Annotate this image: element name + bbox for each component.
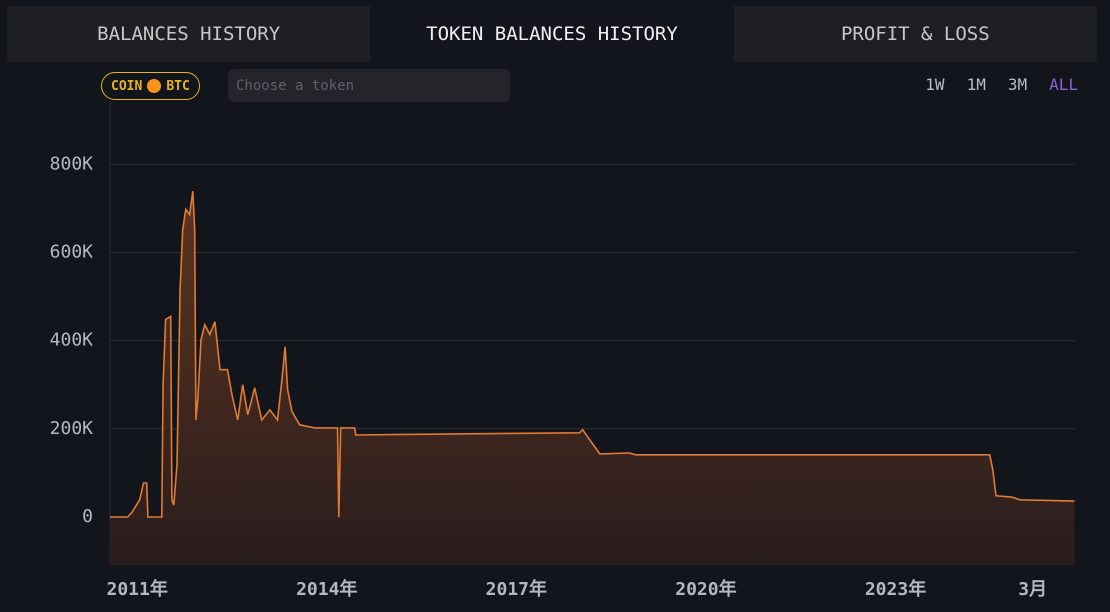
badge-coin: BTC	[166, 78, 190, 94]
placeholder: Choose a token	[236, 77, 355, 94]
tab[interactable]: PROFIT & LOSS	[733, 6, 1097, 62]
y-tick-label: 800K	[50, 153, 94, 174]
coin-badge[interactable]: COIN BTC	[101, 72, 200, 100]
line	[110, 191, 1075, 518]
y-tick-label: 400K	[50, 330, 94, 351]
badge-label: COIN	[111, 78, 143, 94]
range-buttons: 1W 1M 3M ALL	[925, 75, 1078, 94]
tab[interactable]: BALANCES HISTORY	[7, 6, 371, 62]
tab-bar: BALANCES HISTORY TOKEN BALANCES HISTORY …	[7, 6, 1097, 62]
x-tick-label: 3月	[1018, 579, 1047, 600]
range-button[interactable]: 3M	[1007, 75, 1028, 94]
range-button[interactable]: 1M	[966, 75, 986, 94]
coin-icon	[147, 79, 162, 93]
x-tick-label: 2011年	[106, 578, 167, 600]
range-button[interactable]: 1W	[925, 75, 945, 94]
y-tick-label: 0	[82, 506, 93, 527]
y-tick-label: 200K	[50, 418, 94, 439]
x-tick-label: 2023年	[865, 578, 926, 600]
area	[110, 191, 1075, 565]
x-tick-label: 2020年	[675, 578, 736, 600]
range-button[interactable]: ALL	[1049, 75, 1078, 94]
tab[interactable]: TOKEN BALANCES HISTORY	[370, 6, 734, 62]
y-tick-label: 600K	[50, 242, 94, 263]
x-tick-label: 2014年	[296, 578, 357, 600]
token-search[interactable]: Choose a token	[228, 69, 510, 102]
x-tick-label: 2017年	[486, 578, 547, 600]
